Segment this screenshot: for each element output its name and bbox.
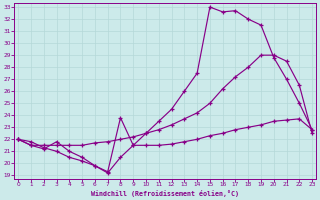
X-axis label: Windchill (Refroidissement éolien,°C): Windchill (Refroidissement éolien,°C) bbox=[91, 190, 239, 197]
